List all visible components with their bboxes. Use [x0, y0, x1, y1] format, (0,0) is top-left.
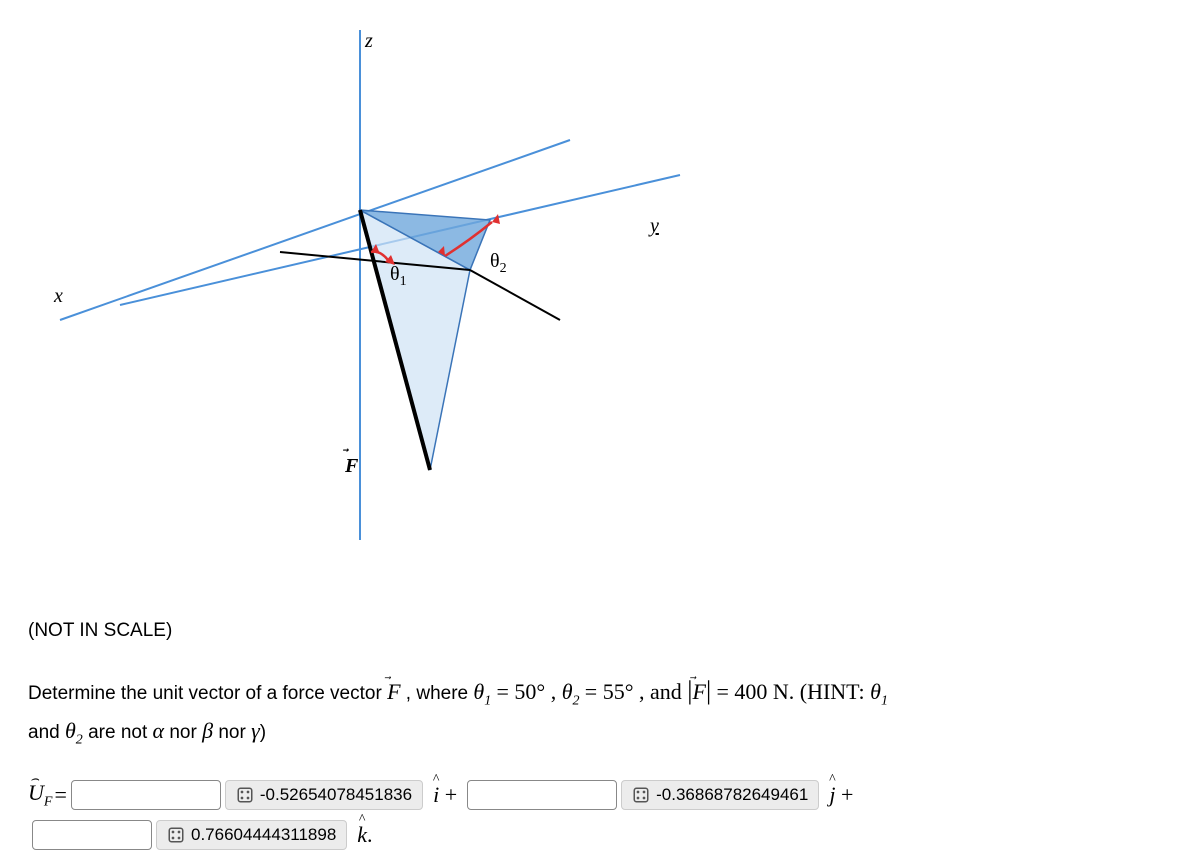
eq1: = 50° , — [496, 679, 561, 704]
k-component-input[interactable] — [32, 820, 152, 850]
dice-icon — [236, 786, 254, 804]
z-axis-label: z — [365, 30, 373, 53]
magF: |F⃗| — [687, 676, 711, 705]
i-answer-value: -0.52654078451836 — [260, 785, 412, 805]
j-component-input[interactable] — [467, 780, 617, 810]
question-text: Determine the unit vector of a force vec… — [28, 670, 1178, 752]
x-axis — [60, 140, 570, 320]
equals-sign: = — [54, 782, 66, 808]
force-label: F⃗ — [345, 455, 358, 478]
k-hat-unit: ^k. — [357, 822, 372, 848]
i-hat-unit: ^i + — [433, 782, 457, 808]
x-axis-label: x — [54, 285, 63, 308]
vec-F-symbol: F⃗ — [387, 679, 400, 704]
answer-row-1: ⌢UF = -0.52654078451836 ^i + -0.36868782… — [28, 780, 859, 810]
dice-icon — [167, 826, 185, 844]
theta2-label: θ2 — [490, 250, 507, 277]
proj-line-2 — [470, 270, 560, 320]
not-in-scale-note: (NOT IN SCALE) — [28, 620, 172, 642]
diagram-svg — [0, 0, 700, 580]
q-where: , where — [406, 683, 474, 704]
theta1-sym: θ1 — [473, 679, 491, 704]
eq2: = 55° , and — [585, 679, 687, 704]
i-answer-reveal[interactable]: -0.52654078451836 — [225, 780, 423, 810]
hint-tail: and θ2 are not α nor β nor γ) — [28, 722, 266, 743]
y-axis-label: y — [650, 215, 659, 238]
j-answer-value: -0.36868782649461 — [656, 785, 808, 805]
eq3: = 400 N. (HINT: — [716, 679, 870, 704]
theta1-hint: θ1 — [870, 679, 888, 704]
U-hat-F: ⌢UF — [28, 780, 52, 810]
dice-icon — [632, 786, 650, 804]
k-answer-reveal[interactable]: 0.76604444311898 — [156, 820, 347, 850]
question-prefix: Determine the unit vector of a force vec… — [28, 683, 387, 704]
i-component-input[interactable] — [71, 780, 221, 810]
theta2-sym: θ2 — [562, 679, 580, 704]
k-answer-value: 0.76604444311898 — [191, 825, 336, 845]
answer-row-2: 0.76604444311898 ^k. — [28, 820, 379, 850]
vector-diagram: z y x F⃗ θ1 θ2 — [0, 0, 700, 580]
j-answer-reveal[interactable]: -0.36868782649461 — [621, 780, 819, 810]
theta1-label: θ1 — [390, 263, 407, 290]
j-hat-unit: ^j + — [829, 782, 853, 808]
